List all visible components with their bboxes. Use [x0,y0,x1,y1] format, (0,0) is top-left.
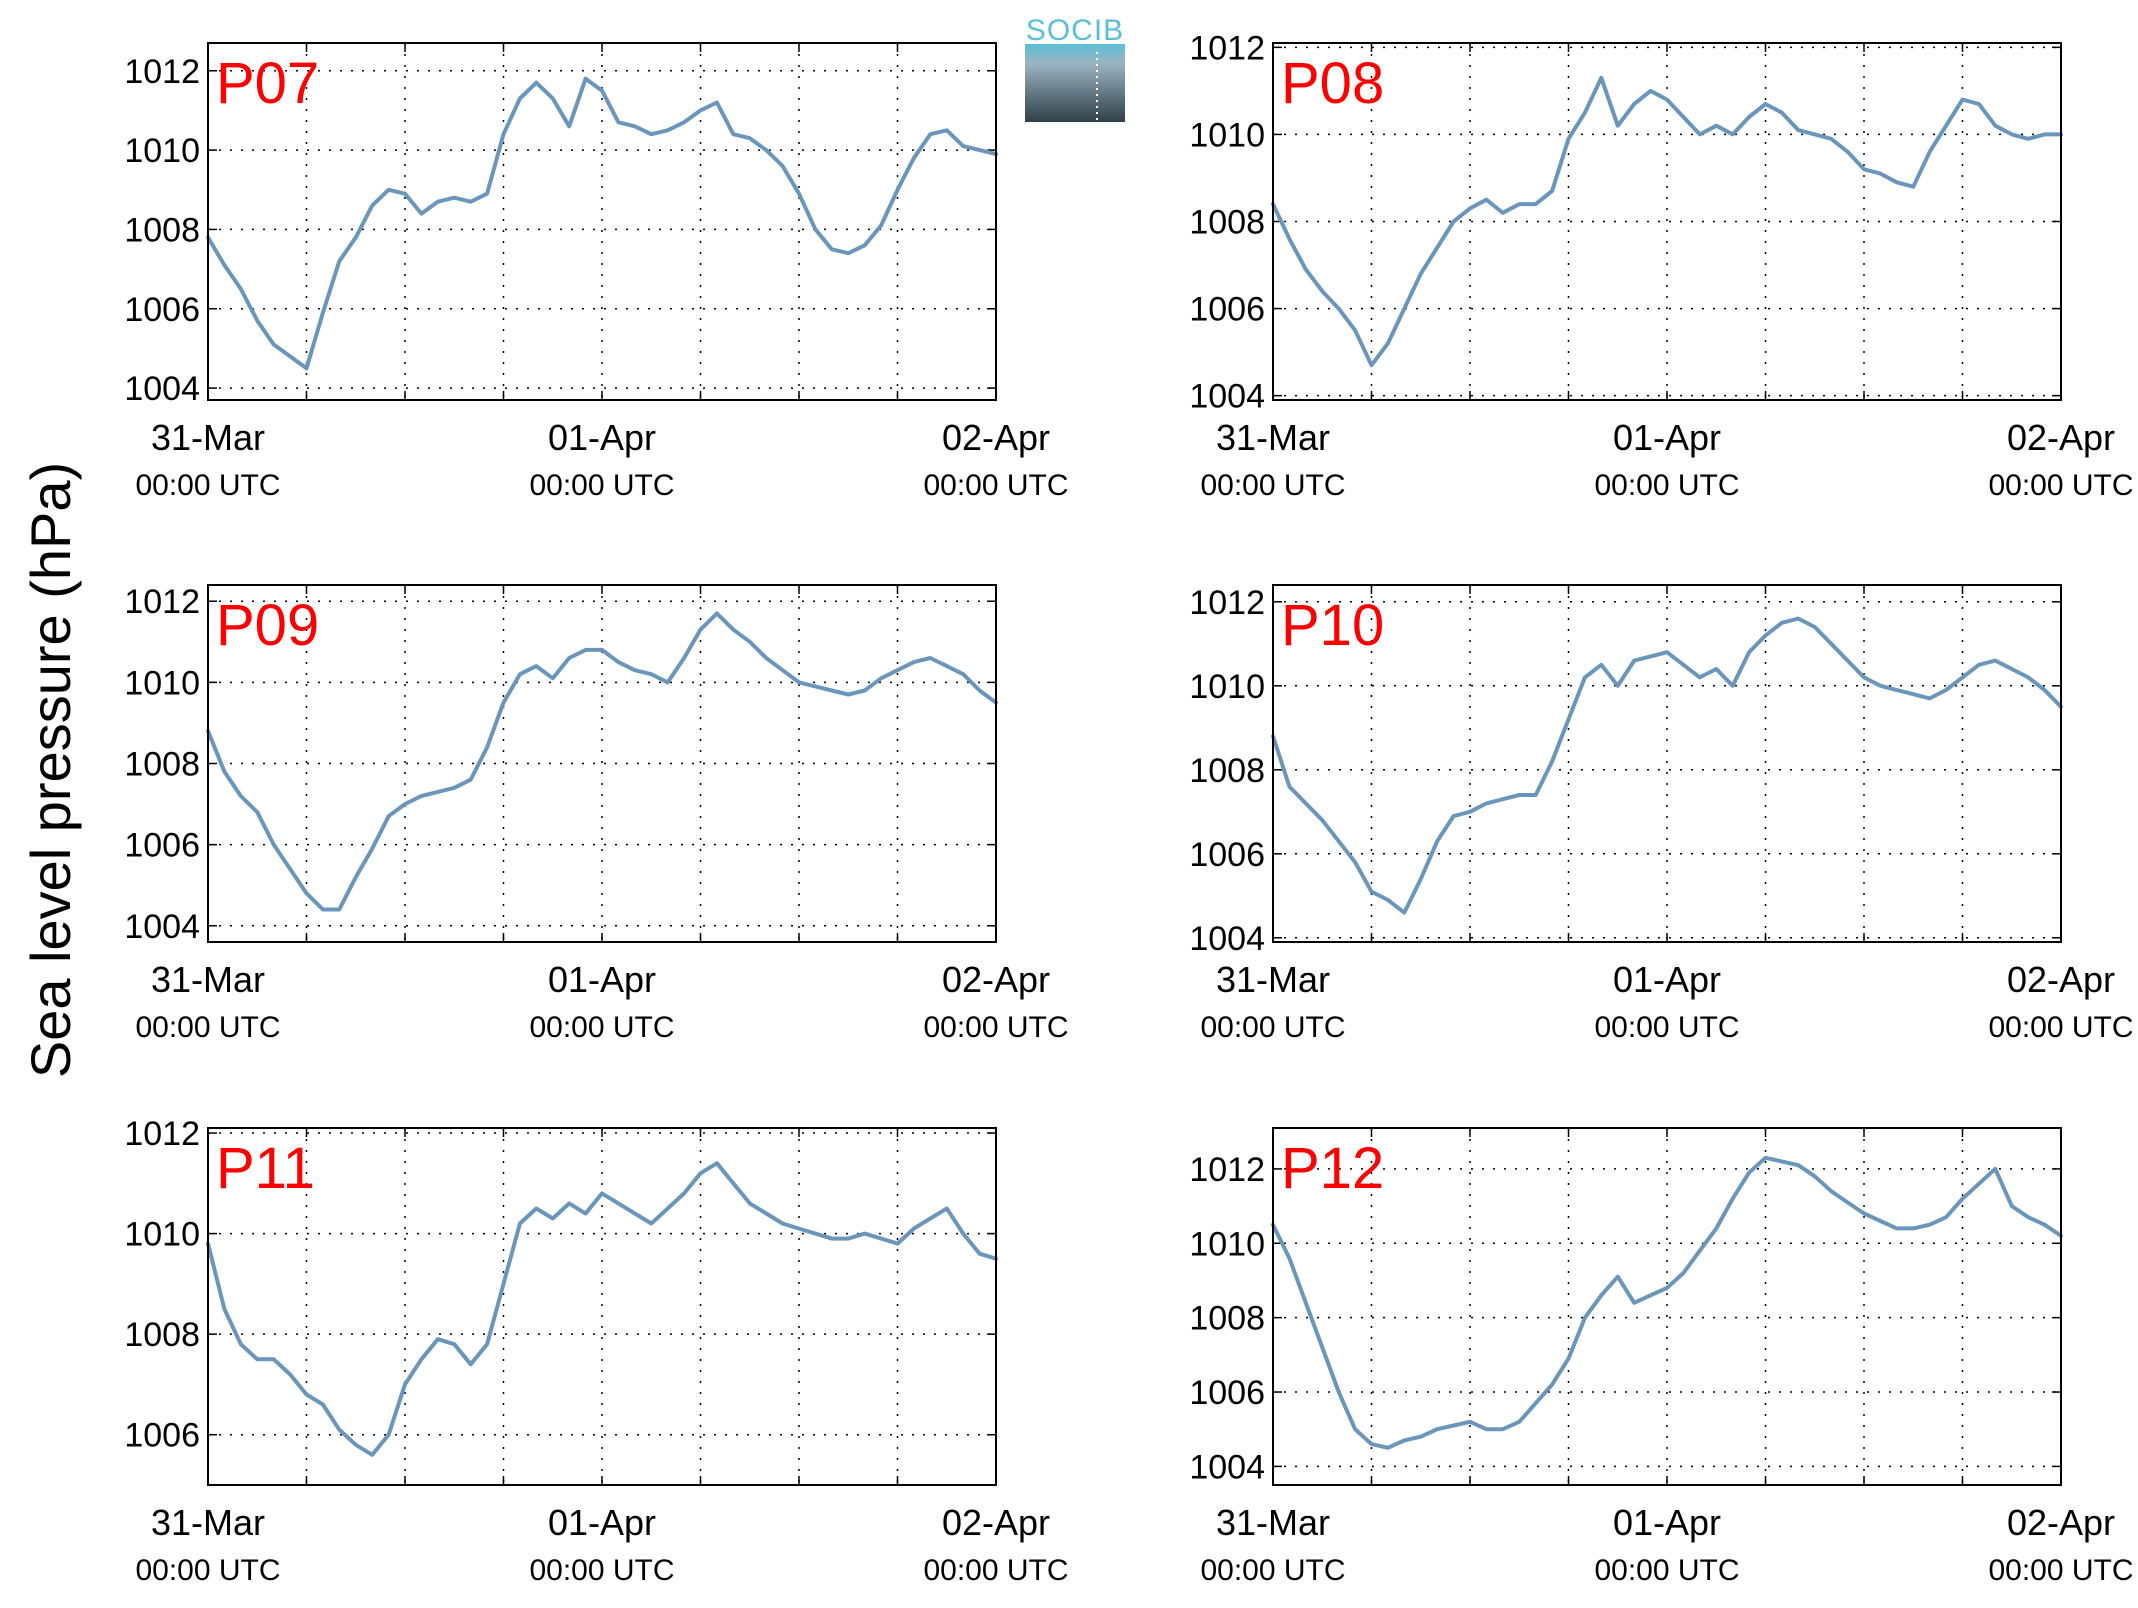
x-tick-time-label: 00:00 UTC [923,1554,1068,1587]
x-tick-date-label: 01-Apr [1613,417,1721,458]
chart-panel: 1004 1006 1008 1010 1012 31-Mar 00:00 UTC 01-Ap… [124,583,1068,1044]
panel-label: P07 [216,51,319,116]
series-line [1271,75,2063,368]
x-tick-date-label: 01-Apr [1613,959,1721,1000]
x-tick-time-label: 00:00 UTC [1594,1011,1739,1044]
y-tick-label: 1010 [124,664,200,702]
y-tick-label: 1012 [124,1115,200,1153]
y-tick-label: 1008 [1189,752,1265,790]
y-tick-label: 1008 [124,211,200,249]
x-tick-time-label: 00:00 UTC [1988,1554,2133,1587]
plot-frame [207,42,997,401]
x-tick-date-label: 01-Apr [1613,1502,1721,1543]
x-tick-time-label: 00:00 UTC [1594,469,1739,502]
y-tick-label: 1012 [124,583,200,621]
series-line [1271,1155,2063,1450]
y-tick-label: 1010 [124,132,200,170]
x-tick-time-label: 00:00 UTC [923,469,1068,502]
x-tick-date-label: 31-Mar [1216,959,1330,1000]
plot-frame [1272,584,2062,943]
x-tick-time-label: 00:00 UTC [529,1554,674,1587]
x-tick-time-label: 00:00 UTC [1988,1011,2133,1044]
chart-panel: 1004 1006 1008 1010 1012 31-Mar 00:00 UTC 01-Ap… [1189,584,2133,1044]
x-tick-time-label: 00:00 UTC [135,469,280,502]
y-tick-label: 1008 [124,746,200,784]
y-tick-label: 1010 [124,1216,200,1254]
x-tick-time-label: 00:00 UTC [1200,1554,1345,1587]
series-line [206,611,998,912]
y-tick-label: 1006 [124,1417,200,1455]
chart-panel: 1006 1008 1010 1012 31-Mar 00:00 UTC 01-Apr 00:… [124,1115,1068,1587]
chart-panel: 1004 1006 1008 1010 1012 31-Mar 00:00 UTC 01-Ap… [1189,29,2133,502]
y-tick-label: 1010 [1189,668,1265,706]
x-tick-date-label: 02-Apr [2007,417,2115,458]
series-line [206,76,998,371]
x-tick-date-label: 01-Apr [548,417,656,458]
x-tick-date-label: 02-Apr [2007,959,2115,1000]
panel-label: P09 [216,593,319,658]
y-tick-label: 1004 [1189,1448,1265,1486]
y-tick-label: 1010 [1189,1225,1265,1263]
series-line [206,1161,998,1457]
x-tick-time-label: 00:00 UTC [1594,1554,1739,1587]
x-tick-time-label: 00:00 UTC [529,1011,674,1044]
x-tick-time-label: 00:00 UTC [1200,1011,1345,1044]
x-tick-date-label: 31-Mar [1216,417,1330,458]
socib-logo: SOCIB [1025,14,1125,122]
x-tick-time-label: 00:00 UTC [1988,469,2133,502]
x-tick-date-label: 31-Mar [151,959,265,1000]
y-tick-label: 1006 [1189,836,1265,874]
plot-frame [207,1127,997,1486]
y-tick-label: 1012 [1189,1151,1265,1189]
panel-label: P11 [216,1136,315,1201]
y-axis-label: Sea level pressure (hPa) [19,462,82,1078]
y-tick-label: 1006 [124,291,200,329]
panel-label: P10 [1281,593,1384,658]
chart-panel: 1004 1006 1008 1010 1012 31-Mar 00:00 UTC 01-Ap… [124,42,1069,502]
y-tick-label: 1006 [1189,291,1265,329]
x-tick-date-label: 02-Apr [942,1502,1050,1543]
x-tick-time-label: 00:00 UTC [529,469,674,502]
x-tick-date-label: 01-Apr [548,959,656,1000]
series-line [1271,616,2063,915]
y-tick-label: 1008 [1189,1300,1265,1338]
plot-frame [1272,42,2062,401]
x-tick-time-label: 00:00 UTC [923,1011,1068,1044]
y-tick-label: 1006 [124,827,200,865]
y-tick-label: 1008 [124,1316,200,1354]
panel-label: P08 [1281,51,1384,116]
y-tick-label: 1012 [124,53,200,91]
chart-panels: 1004 1006 1008 1010 1012 31-Mar 00:00 UTC 01-Ap… [124,29,2133,1587]
x-tick-date-label: 02-Apr [942,959,1050,1000]
x-tick-date-label: 31-Mar [1216,1502,1330,1543]
x-tick-date-label: 01-Apr [548,1502,656,1543]
x-tick-time-label: 00:00 UTC [135,1011,280,1044]
panel-label: P12 [1281,1136,1384,1201]
x-tick-date-label: 31-Mar [151,1502,265,1543]
socib-logo-text: SOCIB [1026,14,1124,47]
x-tick-date-label: 31-Mar [151,417,265,458]
plot-frame [1272,1127,2062,1486]
y-tick-label: 1004 [124,370,200,408]
x-tick-date-label: 02-Apr [2007,1502,2115,1543]
plot-frame [207,584,997,943]
y-tick-label: 1004 [124,908,200,946]
y-tick-label: 1012 [1189,584,1265,622]
x-tick-time-label: 00:00 UTC [135,1554,280,1587]
y-tick-label: 1010 [1189,116,1265,154]
y-tick-label: 1006 [1189,1374,1265,1412]
y-tick-label: 1008 [1189,204,1265,242]
x-tick-date-label: 02-Apr [942,417,1050,458]
y-tick-label: 1004 [1189,920,1265,958]
x-tick-time-label: 00:00 UTC [1200,469,1345,502]
y-tick-label: 1012 [1189,29,1265,67]
chart-panel: 1004 1006 1008 1010 1012 31-Mar 00:00 UTC 01-Ap… [1189,1127,2134,1587]
y-tick-label: 1004 [1189,378,1265,416]
